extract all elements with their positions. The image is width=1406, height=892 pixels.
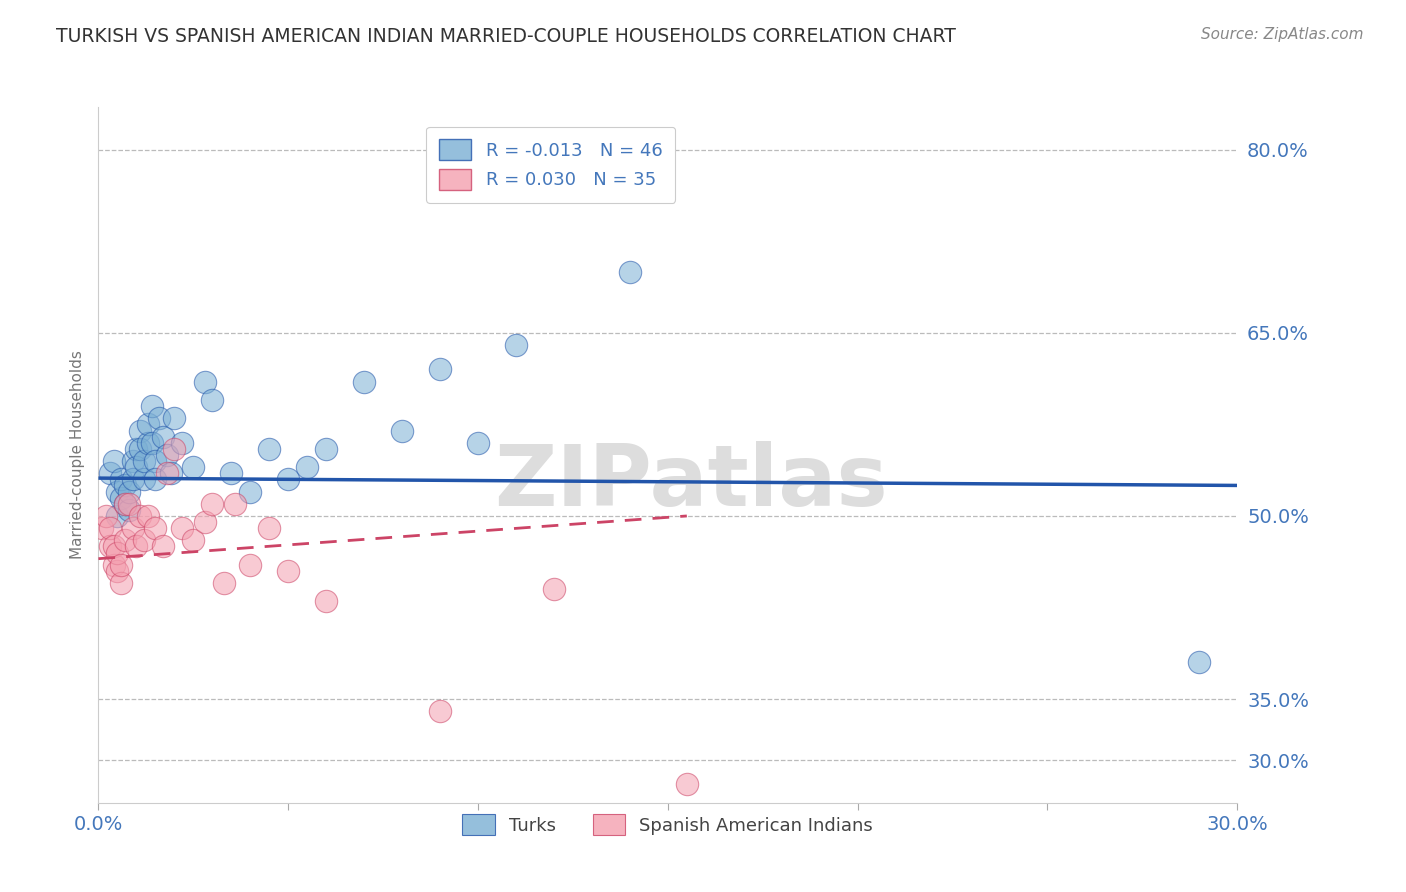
Point bbox=[110, 558, 132, 572]
Y-axis label: Married-couple Households: Married-couple Households bbox=[69, 351, 84, 559]
Point bbox=[145, 472, 167, 486]
Point bbox=[132, 533, 155, 548]
Point bbox=[148, 411, 170, 425]
Point bbox=[118, 484, 141, 499]
Point bbox=[194, 515, 217, 529]
Point bbox=[152, 429, 174, 443]
Point bbox=[98, 521, 121, 535]
Point bbox=[98, 540, 121, 554]
Legend: Turks, Spanish American Indians: Turks, Spanish American Indians bbox=[456, 807, 880, 842]
Point bbox=[107, 564, 129, 578]
Point bbox=[543, 582, 565, 597]
Point bbox=[110, 576, 132, 591]
Point bbox=[121, 472, 143, 486]
Point bbox=[224, 497, 246, 511]
Point bbox=[159, 467, 181, 481]
Point bbox=[136, 508, 159, 523]
Point bbox=[201, 497, 224, 511]
Point bbox=[110, 472, 132, 486]
Point bbox=[194, 375, 217, 389]
Point bbox=[183, 533, 205, 548]
Point bbox=[103, 558, 125, 572]
Point bbox=[114, 478, 136, 492]
Point bbox=[315, 594, 337, 608]
Point bbox=[129, 424, 152, 438]
Point bbox=[221, 467, 243, 481]
Point bbox=[277, 472, 299, 486]
Point bbox=[107, 545, 129, 559]
Point bbox=[156, 448, 179, 462]
Point bbox=[141, 435, 163, 450]
Point bbox=[277, 564, 299, 578]
Point bbox=[239, 484, 262, 499]
Point bbox=[118, 497, 141, 511]
Point bbox=[239, 558, 262, 572]
Point bbox=[103, 454, 125, 468]
Point bbox=[94, 508, 117, 523]
Point bbox=[467, 435, 489, 450]
Point bbox=[125, 460, 148, 475]
Point bbox=[121, 454, 143, 468]
Point bbox=[163, 411, 186, 425]
Point bbox=[391, 424, 413, 438]
Point bbox=[259, 442, 281, 456]
Point bbox=[136, 417, 159, 432]
Point bbox=[353, 375, 375, 389]
Point bbox=[619, 265, 641, 279]
Point bbox=[163, 442, 186, 456]
Point bbox=[129, 508, 152, 523]
Point bbox=[91, 521, 114, 535]
Point bbox=[121, 521, 143, 535]
Point bbox=[429, 362, 451, 376]
Point bbox=[170, 435, 193, 450]
Point bbox=[156, 467, 179, 481]
Point bbox=[114, 497, 136, 511]
Text: ZIPatlas: ZIPatlas bbox=[494, 442, 887, 524]
Point bbox=[110, 491, 132, 505]
Point bbox=[114, 533, 136, 548]
Text: TURKISH VS SPANISH AMERICAN INDIAN MARRIED-COUPLE HOUSEHOLDS CORRELATION CHART: TURKISH VS SPANISH AMERICAN INDIAN MARRI… bbox=[56, 27, 956, 45]
Point bbox=[145, 454, 167, 468]
Point bbox=[114, 497, 136, 511]
Point bbox=[183, 460, 205, 475]
Point bbox=[103, 540, 125, 554]
Point bbox=[118, 503, 141, 517]
Point bbox=[125, 540, 148, 554]
Point bbox=[132, 454, 155, 468]
Point bbox=[107, 508, 129, 523]
Point bbox=[297, 460, 319, 475]
Point bbox=[201, 392, 224, 407]
Point bbox=[98, 467, 121, 481]
Point bbox=[107, 484, 129, 499]
Point bbox=[505, 338, 527, 352]
Point bbox=[170, 521, 193, 535]
Point bbox=[429, 704, 451, 718]
Point bbox=[141, 399, 163, 413]
Text: Source: ZipAtlas.com: Source: ZipAtlas.com bbox=[1201, 27, 1364, 42]
Point bbox=[212, 576, 235, 591]
Point bbox=[676, 777, 699, 791]
Point bbox=[145, 521, 167, 535]
Point bbox=[152, 540, 174, 554]
Point bbox=[259, 521, 281, 535]
Point bbox=[315, 442, 337, 456]
Point bbox=[129, 442, 152, 456]
Point bbox=[125, 442, 148, 456]
Point bbox=[132, 472, 155, 486]
Point bbox=[136, 435, 159, 450]
Point bbox=[1188, 656, 1211, 670]
